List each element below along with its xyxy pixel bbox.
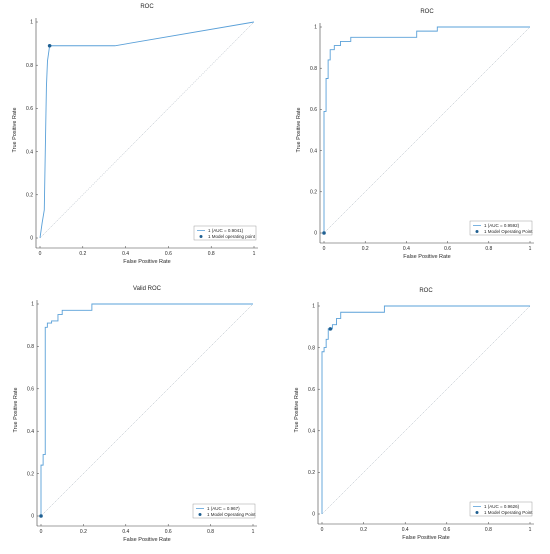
y-tick-label: 0 xyxy=(31,514,34,520)
y-tick-label: 1 xyxy=(314,25,317,31)
x-tick-label: 0.2 xyxy=(362,246,369,252)
chart-title: ROC xyxy=(419,288,433,294)
y-tick-label: 0.8 xyxy=(310,66,317,72)
x-tick-label: 0.8 xyxy=(485,527,492,533)
x-axis-label: False Positive Rate xyxy=(403,254,450,260)
y-tick-label: 0.2 xyxy=(308,470,315,476)
y-tick-label: 0.2 xyxy=(26,193,33,199)
x-tick-label: 0 xyxy=(323,246,326,252)
y-tick-label: 0 xyxy=(30,236,33,242)
y-tick-label: 0 xyxy=(314,231,317,237)
chart-title: ROC xyxy=(140,4,154,10)
x-tick-label: 1 xyxy=(529,527,532,533)
y-tick-label: 0.8 xyxy=(27,344,34,350)
legend-swatch-point xyxy=(199,235,203,238)
legend-entry-roc: 1 (AUC = 0.9592) xyxy=(484,223,520,228)
roc-curve-line xyxy=(40,303,253,516)
x-axis-label: False Positive Rate xyxy=(123,259,170,265)
x-tick-label: 0.6 xyxy=(165,529,172,535)
x-tick-label: 0.4 xyxy=(122,529,129,535)
x-tick-label: 0.8 xyxy=(208,251,215,257)
y-axis-label: True Positive Rate xyxy=(13,387,19,432)
x-tick-label: 1 xyxy=(529,246,532,252)
x-axis-label: False Positive Rate xyxy=(123,537,170,543)
x-tick-label: 0.2 xyxy=(360,527,367,533)
legend-swatch-point xyxy=(475,511,479,514)
legend-entry-roc: 1 (AUC = 0.9626) xyxy=(484,504,520,509)
x-tick-label: 0 xyxy=(39,251,42,257)
y-axis-label: True Positive Rate xyxy=(12,107,18,152)
x-tick-label: 0.4 xyxy=(122,251,129,257)
y-tick-label: 0.4 xyxy=(26,149,33,155)
x-tick-label: 1 xyxy=(252,529,255,535)
operating-point-marker xyxy=(322,231,326,235)
y-tick-label: 1 xyxy=(31,302,34,308)
y-tick-label: 0.6 xyxy=(310,107,317,113)
y-axis-label: True Positive Rate xyxy=(296,107,302,152)
legend-box xyxy=(469,220,533,236)
y-tick-label: 0.8 xyxy=(308,345,315,351)
x-tick-label: 0.6 xyxy=(165,251,172,257)
legend-box xyxy=(469,501,533,517)
x-tick-label: 0.2 xyxy=(80,529,87,535)
y-tick-label: 0.4 xyxy=(308,429,315,435)
operating-point-marker xyxy=(39,514,43,518)
legend-swatch-point xyxy=(198,513,202,516)
operating-point-marker xyxy=(328,327,333,331)
x-tick-label: 0 xyxy=(40,529,43,535)
y-tick-label: 0.2 xyxy=(27,471,34,477)
chance-diagonal-line xyxy=(321,305,531,515)
chance-diagonal-line xyxy=(39,21,255,239)
legend-swatch-point xyxy=(475,230,479,233)
x-tick-label: 0.2 xyxy=(79,251,86,257)
legend-entry-operating-point: 1 Model Operating Point xyxy=(484,510,533,515)
legend-entry-roc: 1 (AUC = 0.9041) xyxy=(208,228,244,233)
x-tick-label: 0.8 xyxy=(207,529,214,535)
y-tick-label: 1 xyxy=(312,304,315,310)
legend-entry-operating-point: 1 Model Operating Point xyxy=(484,229,533,234)
chance-diagonal-line xyxy=(40,303,254,517)
legend-box xyxy=(192,503,256,519)
x-tick-label: 0.6 xyxy=(444,246,451,252)
roc-curve-line xyxy=(323,26,530,233)
x-tick-label: 0.8 xyxy=(485,246,492,252)
y-tick-label: 0.6 xyxy=(27,387,34,393)
legend-box xyxy=(193,225,257,241)
roc-curve-line xyxy=(321,305,530,514)
roc-curve-line xyxy=(39,21,255,239)
y-tick-label: 0.4 xyxy=(310,148,317,154)
chart-title: Valid ROC xyxy=(133,286,162,292)
chance-diagonal-line xyxy=(323,26,531,234)
y-tick-label: 0.4 xyxy=(27,429,34,435)
y-axis-label: True Positive Rate xyxy=(294,387,300,432)
x-axis-label: False Positive Rate xyxy=(402,535,449,541)
x-tick-label: 0 xyxy=(321,527,324,533)
x-tick-label: 0.4 xyxy=(402,527,409,533)
y-tick-label: 0.6 xyxy=(26,106,33,112)
y-tick-label: 0 xyxy=(312,512,315,518)
x-tick-label: 0.4 xyxy=(403,246,410,252)
y-tick-label: 0.6 xyxy=(308,387,315,393)
legend-entry-operating-point: 1 Model operating point xyxy=(208,234,256,239)
legend-entry-roc: 1 (AUC = 0.967) xyxy=(207,506,240,511)
y-tick-label: 0.2 xyxy=(310,190,317,196)
operating-point-marker xyxy=(47,43,52,48)
x-tick-label: 0.6 xyxy=(443,527,450,533)
y-tick-label: 0.8 xyxy=(26,63,33,69)
y-tick-label: 1 xyxy=(30,20,33,26)
x-tick-label: 1 xyxy=(253,251,256,257)
chart-title: ROC xyxy=(420,9,434,15)
legend-entry-operating-point: 1 Model Operating Point xyxy=(207,512,256,517)
